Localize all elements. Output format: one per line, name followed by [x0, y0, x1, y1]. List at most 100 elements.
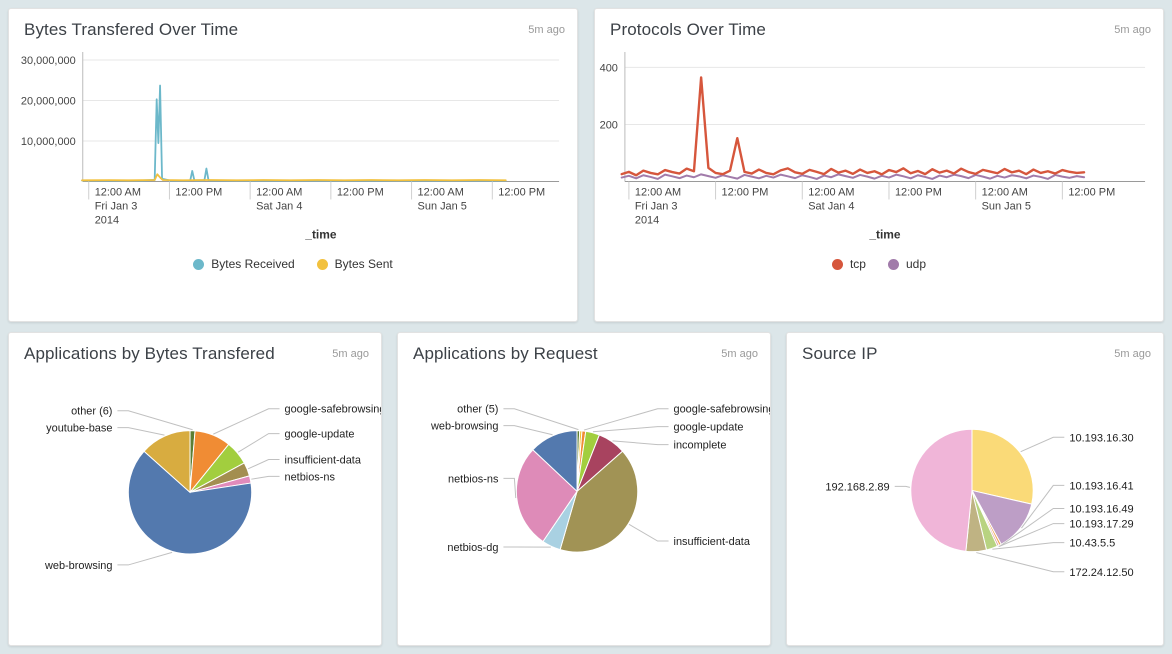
panel-header: Applications by Request 5m ago — [398, 333, 770, 364]
panel-title: Applications by Request — [413, 344, 598, 363]
protocols-chart-legend: tcp udp — [595, 257, 1163, 271]
x-tick-label: Fri Jan 3 — [95, 200, 138, 212]
refresh-age: 5m ago — [1114, 348, 1151, 360]
leader-line — [894, 485, 910, 488]
legend-item-bytes-sent[interactable]: Bytes Sent — [316, 257, 393, 271]
pie-label: google-safebrowsing — [674, 404, 770, 416]
leader-line — [117, 427, 165, 436]
pie-slice-youtube-base[interactable] — [143, 430, 191, 494]
panel-bytes-over-time: Bytes Transfered Over Time 5m ago 10,000… — [8, 8, 578, 322]
leader-line — [628, 523, 669, 542]
y-tick-label: 30,000,000 — [21, 55, 76, 67]
x-tick-label: 12:00 AM — [982, 186, 1028, 198]
panel-header: Applications by Bytes Transfered 5m ago — [9, 333, 381, 364]
pie-label: 192.168.2.89 — [825, 481, 889, 493]
series-line-bytes-sent[interactable] — [81, 173, 507, 182]
dashboard: Bytes Transfered Over Time 5m ago 10,000… — [8, 8, 1164, 646]
pie-slice-web-browsing[interactable] — [127, 450, 253, 555]
panel-header: Bytes Transfered Over Time 5m ago — [9, 9, 577, 40]
x-tick-label: 12:00 PM — [1068, 186, 1115, 198]
bytes-chart-legend: Bytes Received Bytes Sent — [9, 257, 577, 271]
pie-label: incomplete — [674, 440, 727, 452]
series-line-tcp[interactable] — [620, 76, 1086, 177]
pie-label: other (6) — [71, 406, 112, 418]
y-tick-label: 200 — [600, 119, 618, 131]
panel-title: Protocols Over Time — [610, 20, 766, 39]
panel-header: Protocols Over Time 5m ago — [595, 9, 1163, 40]
pie-label: 172.24.12.50 — [1069, 567, 1133, 579]
legend-item-bytes-received[interactable]: Bytes Received — [193, 257, 295, 271]
leader-line — [213, 408, 280, 435]
pie-slice-192.168.2.89[interactable] — [910, 428, 973, 552]
source-ip-pie[interactable]: 10.193.16.30 10.193.16.41 10.193.16.49 10.1… — [787, 366, 1163, 645]
apps-by-bytes-pie[interactable]: other (6) google-safebrowsing google-updat… — [9, 366, 381, 643]
pie-label: 10.193.16.30 — [1069, 432, 1133, 444]
series-line-udp[interactable] — [620, 173, 1086, 180]
pie-slice-10.193.16.30[interactable] — [971, 428, 1034, 505]
dashboard-row-top: Bytes Transfered Over Time 5m ago 10,000… — [8, 8, 1164, 322]
bytes-over-time-chart[interactable]: 10,000,000 20,000,000 30,000,000 12:00 AM Fr… — [9, 46, 577, 245]
leader-line — [592, 426, 669, 433]
apps-by-request-pie[interactable]: other (5) google-safebrowsing google-updat… — [398, 366, 770, 643]
x-tick-label: 12:00 AM — [95, 186, 141, 198]
panel-header: Source IP 5m ago — [787, 333, 1163, 364]
pie-label: netbios-ns — [448, 473, 499, 485]
pie-label: netbios-dg — [447, 542, 498, 554]
pie-slice-insufficient-data[interactable] — [559, 450, 639, 553]
dashboard-row-bottom: Applications by Bytes Transfered 5m ago … — [8, 332, 1164, 646]
pie-label: google-update — [285, 429, 355, 441]
legend-label: udp — [905, 257, 927, 272]
legend-swatch — [316, 258, 328, 270]
pie-label: web-browsing — [44, 560, 112, 572]
pie-label: 10.193.17.29 — [1069, 519, 1133, 531]
x-axis-title: _time — [868, 227, 901, 241]
legend-swatch — [887, 258, 899, 270]
x-tick-label: Fri Jan 3 — [635, 200, 678, 212]
protocols-over-time-chart[interactable]: 200 400 12:00 AM Fri Jan 3 2014 12:00 PM 12:00… — [595, 46, 1163, 245]
pie-slice-netbios-ns[interactable] — [515, 449, 578, 543]
pie-label: 10.43.5.5 — [1069, 538, 1115, 550]
x-tick-label: 12:00 PM — [722, 186, 769, 198]
y-tick-label: 400 — [600, 62, 618, 74]
panel-title: Applications by Bytes Transfered — [24, 344, 275, 363]
pie-label: 10.193.16.41 — [1069, 480, 1133, 492]
leader-line — [247, 458, 280, 470]
leader-line — [251, 475, 280, 480]
legend-item-tcp[interactable]: tcp — [831, 257, 866, 272]
x-tick-label: 12:00 AM — [635, 186, 681, 198]
x-tick-label: Sun Jan 5 — [418, 200, 467, 212]
leader-line — [503, 408, 579, 431]
x-tick-label: 12:00 AM — [418, 186, 464, 198]
leader-line — [976, 552, 1065, 573]
leader-line — [503, 477, 517, 499]
legend-item-udp[interactable]: udp — [887, 257, 927, 272]
pie-label: other (5) — [457, 404, 498, 416]
refresh-age: 5m ago — [721, 348, 758, 360]
panel-apps-by-request: Applications by Request 5m ago other (5)… — [397, 332, 771, 646]
pie-label: google-update — [674, 422, 744, 434]
leader-line — [237, 433, 280, 453]
x-tick-label: Sun Jan 5 — [982, 200, 1031, 212]
refresh-age: 5m ago — [1114, 24, 1151, 36]
panel-protocols-over-time: Protocols Over Time 5m ago 200 400 12:00 A… — [594, 8, 1164, 322]
x-tick-label: 12:00 PM — [337, 186, 384, 198]
pie-label: web-browsing — [430, 421, 498, 433]
leader-line — [1021, 484, 1065, 529]
leader-line — [583, 408, 669, 431]
x-tick-label: 2014 — [635, 214, 659, 226]
pie-slice-web-browsing[interactable] — [532, 430, 578, 493]
leader-line — [992, 542, 1065, 550]
x-tick-label: 2014 — [95, 214, 119, 226]
pie-label: google-safebrowsing — [285, 404, 381, 416]
leader-line — [1000, 508, 1065, 547]
panel-apps-by-bytes: Applications by Bytes Transfered 5m ago … — [8, 332, 382, 646]
x-tick-label: Sat Jan 4 — [256, 200, 302, 212]
y-tick-label: 10,000,000 — [21, 136, 76, 148]
x-tick-label: 12:00 AM — [808, 186, 854, 198]
pie-label: 10.193.16.49 — [1069, 504, 1133, 516]
leader-line — [998, 523, 1065, 548]
y-tick-label: 20,000,000 — [21, 96, 76, 108]
series-line-bytes-received[interactable] — [81, 84, 507, 182]
legend-label: tcp — [849, 257, 866, 272]
pie-label: youtube-base — [46, 423, 112, 435]
